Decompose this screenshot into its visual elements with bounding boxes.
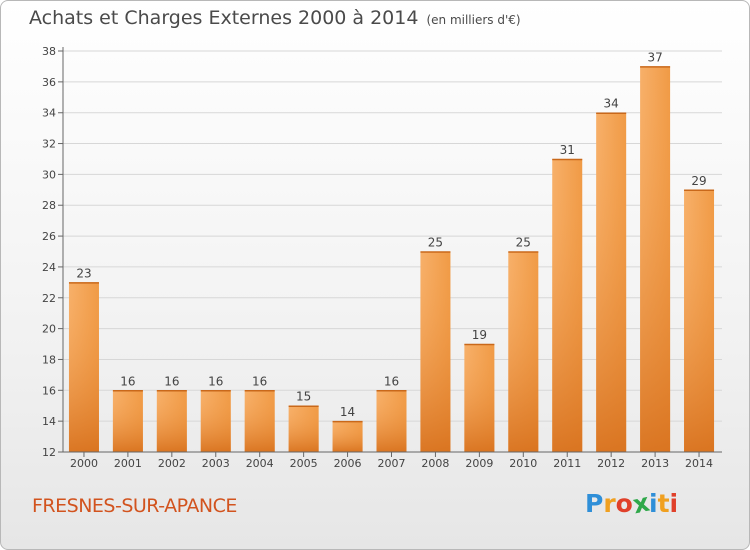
y-tick-label: 14 [42,415,56,428]
y-tick-label: 16 [42,384,56,397]
logo-letter: P [585,489,604,518]
y-tick-label: 38 [42,45,56,58]
x-tick-label: 2012 [597,457,625,470]
bar-value-label: 16 [164,374,179,388]
x-tick-label: 2013 [641,457,669,470]
bar-value-label: 15 [296,390,311,404]
y-tick-label: 18 [42,353,56,366]
chart-subtitle: (en milliers d'€) [426,13,521,27]
bar-shade [376,390,407,452]
bar-shade [112,390,143,452]
place-name: FRESNES-SUR-APANCE [32,495,237,517]
bar-shade [640,66,671,452]
bar-value-label: 16 [120,374,135,388]
x-tick-label: 2000 [70,457,98,470]
y-tick-label: 22 [42,292,56,305]
chart-title: Achats et Charges Externes 2000 à 2014 (e… [29,7,521,29]
y-tick-label: 28 [42,199,56,212]
y-tick-label: 30 [42,168,56,181]
bar-shade [508,251,539,452]
logo-letter: r [603,489,616,518]
bar-value-label: 34 [604,97,619,111]
bar-value-label: 25 [516,236,531,250]
x-tick-label: 2009 [465,457,493,470]
x-tick-label: 2005 [290,457,318,470]
bar-value-label: 25 [428,236,443,250]
bar-shade [288,405,319,452]
bar-shade [332,421,363,452]
bars-layer: 23 16 16 16 16 15 14 16 25 19 25 31 34 37 29 [68,50,715,453]
bar-value-label: 31 [560,143,575,157]
bar-shade [684,189,715,453]
bar-shade [464,344,495,452]
bar-shade [596,112,627,452]
bar-value-label: 14 [340,405,355,419]
bar-chart: 23 16 16 16 16 15 14 16 25 19 25 31 34 37 29 12 14 16 18 2… [42,45,722,470]
bar-shade [552,158,583,452]
x-tick-label: 2002 [158,457,186,470]
x-tick-label: 2010 [509,457,537,470]
bar-value-label: 23 [76,266,91,280]
bar-value-label: 37 [647,50,662,64]
logo-letter: t [657,489,670,518]
x-tick-label: 2001 [114,457,142,470]
x-tick-label: 2014 [685,457,713,470]
bar-value-label: 19 [472,328,487,342]
bar-shade [420,251,451,452]
logo-letter: i [649,489,658,518]
logo-letter: i [669,489,679,518]
x-tick-label: 2006 [334,457,362,470]
y-tick-label: 32 [42,138,56,151]
axis-layer: 12 14 16 18 20 22 24 26 28 30 32 34 36 38 2000 2001 2002… [42,45,722,470]
x-tick-label: 2007 [378,457,406,470]
bar-shade [156,390,187,452]
bar-shade [244,390,275,452]
proxiti-logo: Proxiti [585,488,679,520]
y-tick-label: 34 [42,107,56,120]
bar-value-label: 16 [208,374,223,388]
y-tick-label: 12 [42,446,56,459]
x-tick-label: 2008 [421,457,449,470]
x-tick-label: 2011 [553,457,581,470]
y-tick-label: 36 [42,76,56,89]
x-tick-label: 2003 [202,457,230,470]
bar-value-label: 29 [691,174,706,188]
bar-value-label: 16 [384,374,399,388]
y-tick-label: 26 [42,230,56,243]
y-tick-label: 20 [42,323,56,336]
bar-value-label: 16 [252,374,267,388]
x-tick-label: 2004 [246,457,274,470]
logo-letter: o [615,489,633,518]
chart-title-text: Achats et Charges Externes 2000 à 2014 [29,7,419,29]
bar-shade [68,282,99,452]
bar-shade [200,390,231,452]
y-tick-label: 24 [42,261,56,274]
